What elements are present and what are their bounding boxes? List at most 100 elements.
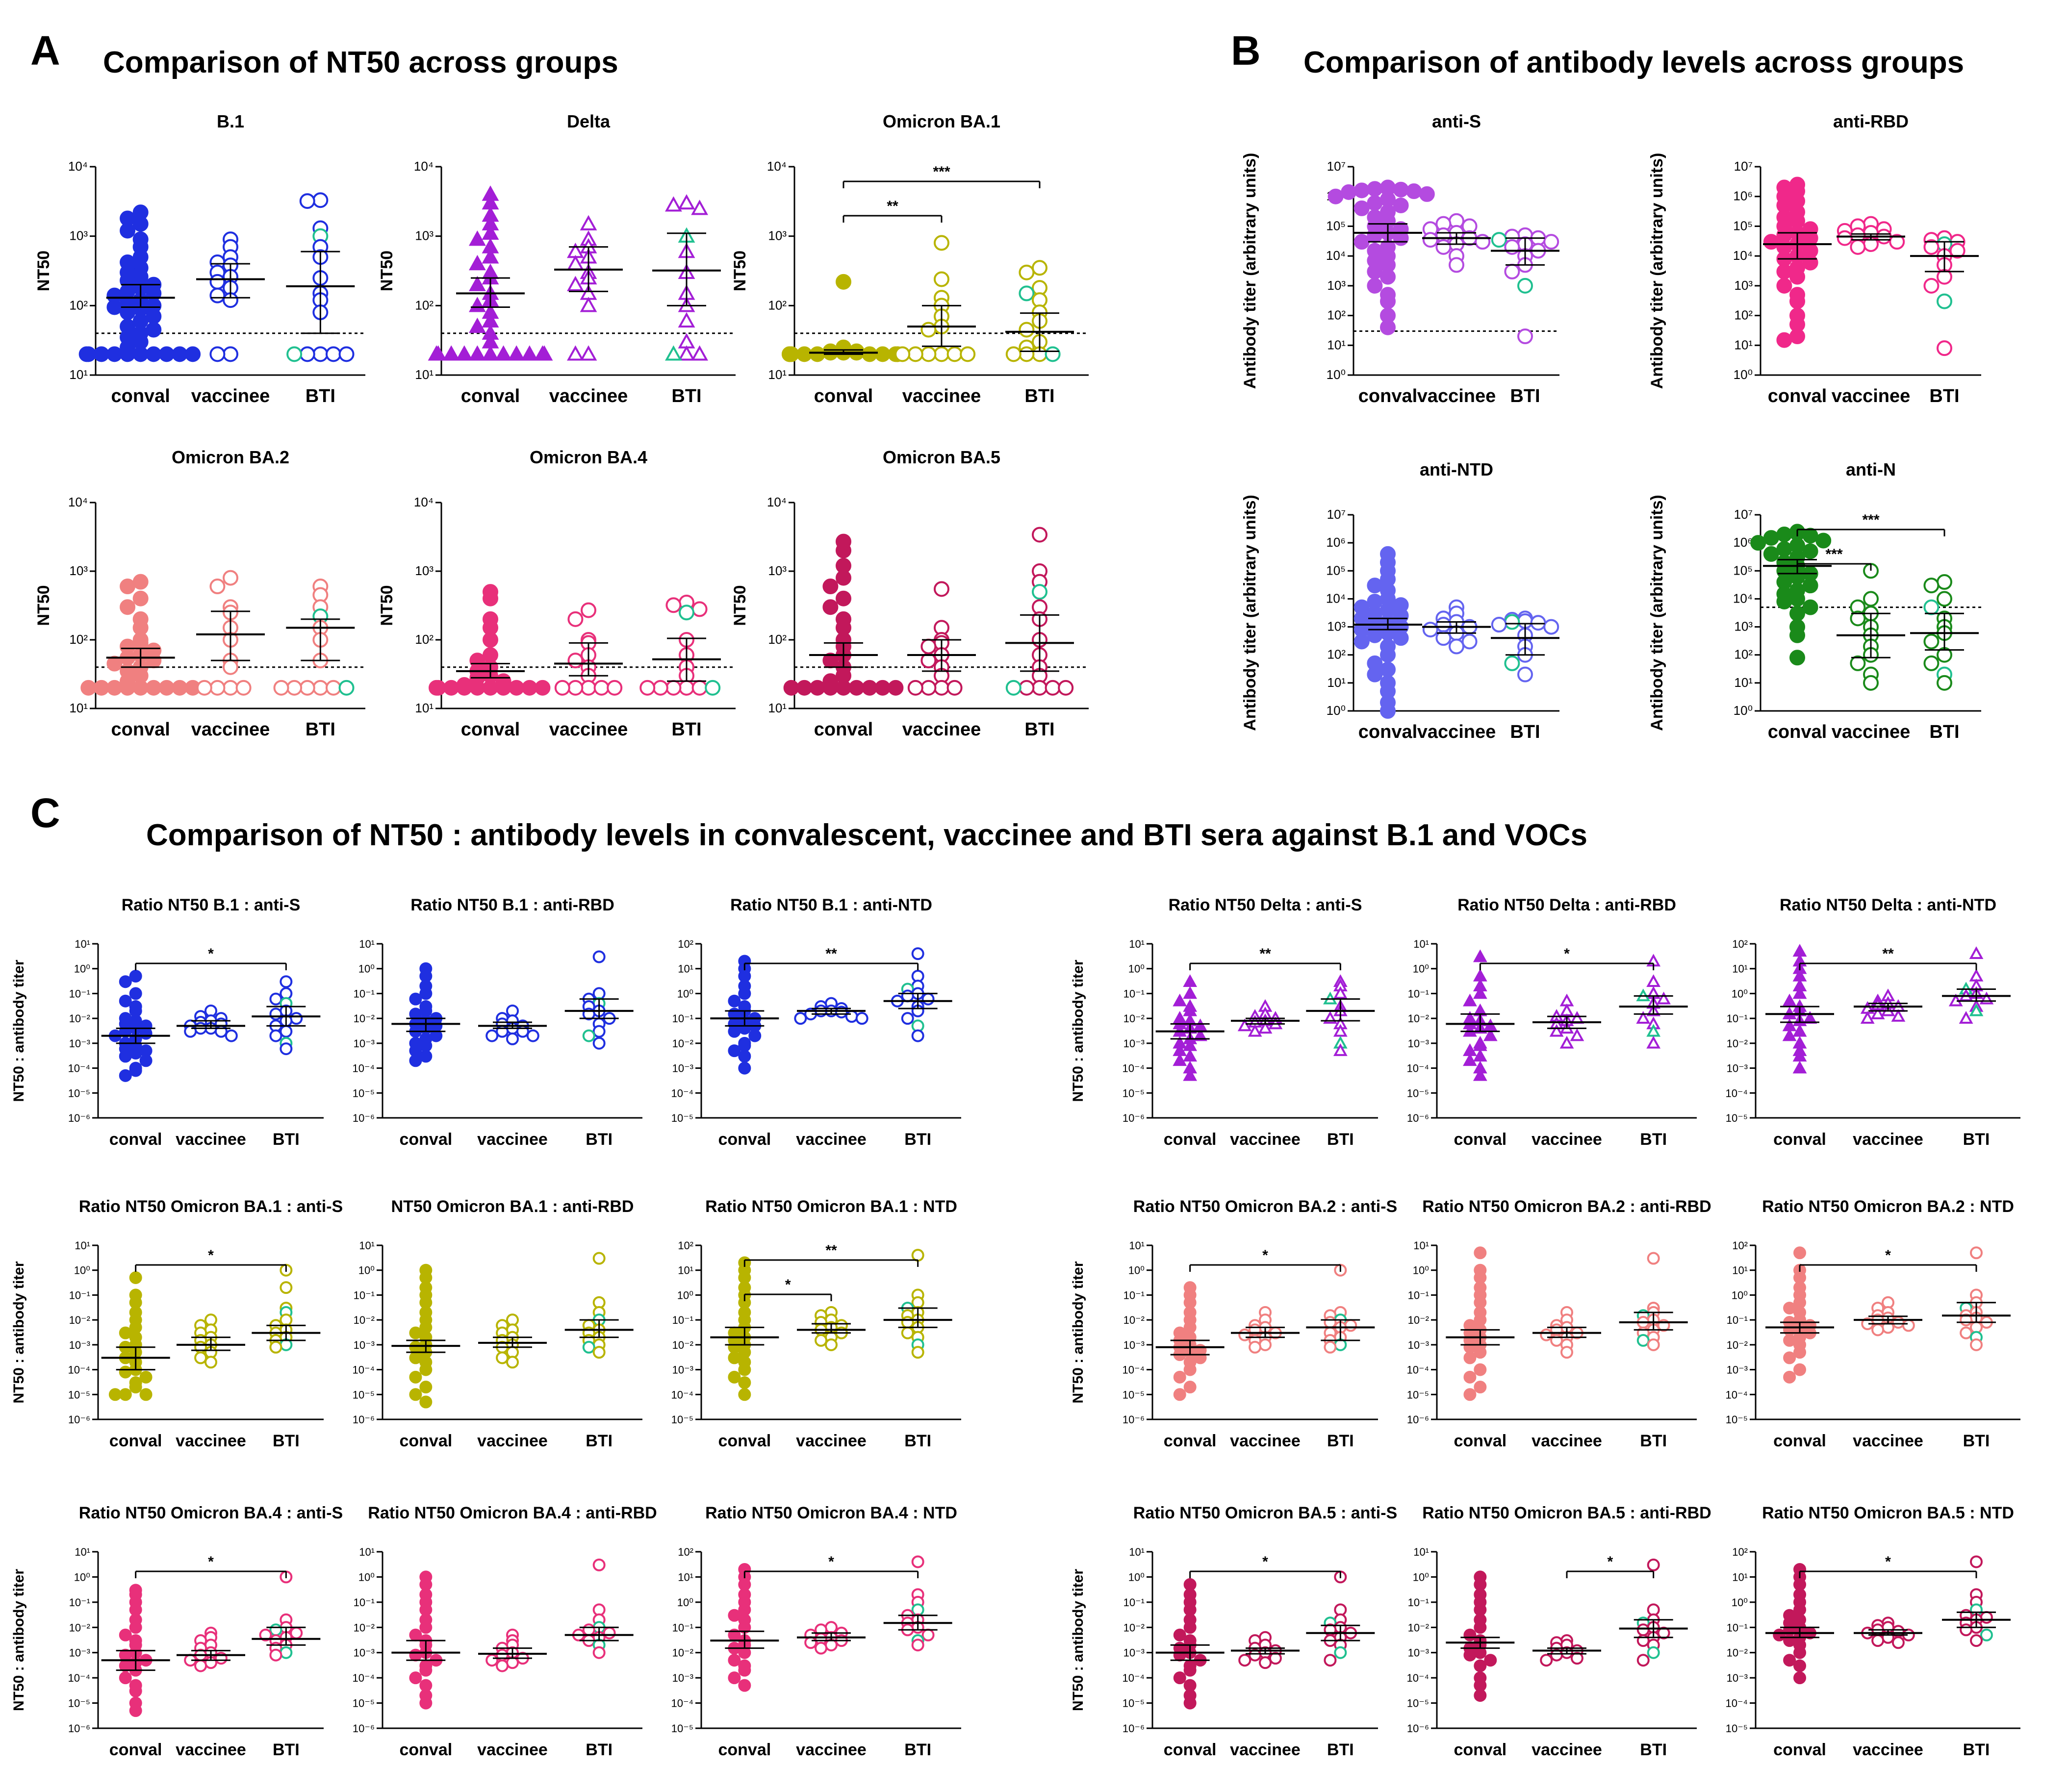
data-point	[1530, 615, 1546, 631]
data-point	[1334, 1646, 1347, 1659]
y-tick-label: 10²	[678, 938, 693, 950]
data-point	[1802, 254, 1818, 271]
x-tick-label: BTI	[1963, 1741, 1990, 1759]
x-tick-label: BTI	[1024, 386, 1054, 406]
y-tick-label: 10¹	[1734, 675, 1753, 690]
data-point	[1419, 186, 1435, 202]
x-tick-label: BTI	[1510, 722, 1540, 742]
data-point	[1380, 191, 1396, 207]
data-point	[1019, 264, 1035, 280]
y-tick-label: 10⁻²	[69, 1621, 90, 1634]
data-point	[1367, 278, 1383, 294]
data-point	[1782, 1028, 1797, 1041]
y-tick-label: 10¹	[75, 938, 90, 950]
y-tick-label: 10⁻⁴	[68, 1672, 90, 1684]
data-point	[1980, 1611, 1993, 1624]
data-point	[1560, 1346, 1573, 1359]
chart-11: Ratio NT50 B.1 : anti-S NT50 : antibody t…	[11, 896, 324, 1149]
y-tick-label: 10⁻⁵	[1123, 1697, 1145, 1710]
data-point	[794, 1012, 807, 1025]
significance-label: *	[828, 1554, 834, 1570]
data-point	[1937, 293, 1952, 309]
data-point	[911, 947, 924, 960]
y-tick-label: 10⁷	[1734, 159, 1753, 174]
data-point	[1902, 1319, 1915, 1332]
data-point	[1792, 1049, 1807, 1062]
data-point	[1183, 1049, 1198, 1062]
y-axis-label: NT50 : antibody titer	[1070, 1261, 1086, 1403]
data-point	[1750, 535, 1766, 551]
x-tick-label: conval	[1164, 1432, 1217, 1450]
data-point	[1850, 610, 1866, 627]
data-point	[946, 680, 963, 696]
y-tick-label: 10⁻⁵	[68, 1388, 90, 1401]
x-tick-label: conval	[814, 386, 873, 406]
data-point	[106, 346, 123, 362]
panel-letter-b: B	[1231, 27, 1261, 74]
data-point	[911, 1029, 924, 1042]
data-point	[119, 1050, 132, 1063]
y-tick-label: 10⁻¹	[69, 1289, 90, 1301]
data-point	[1324, 1654, 1337, 1667]
data-point	[691, 345, 708, 361]
data-point	[1238, 1654, 1251, 1667]
data-point	[1960, 1623, 1973, 1637]
chart-8: anti-RBD Antibody titer (arbitrary units)…	[1648, 111, 1981, 406]
chart-23: Ratio NT50 Omicron BA.4 : anti-S NT50 : a…	[11, 1504, 343, 1759]
data-point	[1393, 197, 1409, 213]
y-tick-label: 10¹	[359, 1546, 375, 1558]
data-point	[920, 638, 937, 655]
data-point	[1473, 986, 1487, 999]
y-tick-label: 10⁻⁴	[1406, 1364, 1429, 1376]
data-point	[920, 653, 937, 669]
data-point	[911, 1555, 924, 1568]
y-tick-label: 10⁻²	[1123, 1012, 1145, 1025]
x-tick-label: BTI	[1640, 1741, 1667, 1759]
y-tick-label: 10⁻³	[1408, 1339, 1429, 1351]
y-tick-label: 10⁻⁵	[1407, 1388, 1429, 1401]
x-tick-label: vaccinee	[796, 1432, 867, 1450]
data-point	[836, 274, 851, 290]
x-tick-label: BTI	[1024, 719, 1054, 740]
chart-title: Omicron BA.5	[883, 447, 1000, 467]
significance-label: *	[1262, 1247, 1268, 1263]
data-point	[1504, 239, 1520, 255]
y-tick-label: 10⁻⁶	[68, 1722, 90, 1735]
chart-title: Omicron BA.4	[530, 447, 647, 467]
y-tick-label: 10⁻²	[1727, 1647, 1748, 1659]
data-point	[469, 230, 486, 246]
y-tick-label: 10⁻¹	[1727, 1621, 1748, 1634]
data-point	[139, 1027, 153, 1040]
x-tick-label: BTI	[1963, 1432, 1990, 1450]
data-point	[1393, 181, 1409, 198]
data-point	[1793, 1246, 1806, 1260]
data-point	[120, 599, 136, 615]
data-point	[815, 1641, 828, 1655]
y-tick-label: 10¹	[415, 367, 434, 382]
y-tick-label: 10⁻²	[672, 1037, 693, 1050]
significance-label: *	[1607, 1554, 1613, 1570]
data-point	[483, 590, 498, 606]
data-point	[1970, 1555, 1983, 1568]
y-tick-label: 10⁰	[358, 963, 375, 975]
x-tick-label: vaccinee	[176, 1741, 246, 1759]
data-point	[796, 346, 813, 362]
data-point	[1793, 1659, 1806, 1672]
data-point	[1937, 340, 1952, 356]
panel-b-title: Comparison of antibody levels across gro…	[1303, 46, 1965, 79]
data-point	[679, 605, 694, 621]
data-point	[862, 680, 878, 696]
data-point	[1406, 183, 1422, 200]
y-axis-label: NT50	[378, 251, 396, 291]
y-tick-label: 10⁻⁴	[1406, 1062, 1429, 1075]
y-tick-label: 10¹	[359, 938, 375, 950]
y-tick-label: 10⁻¹	[1123, 987, 1145, 1000]
panel-letter-c: C	[30, 790, 60, 836]
chart-title: Ratio NT50 Omicron BA.2 : NTD	[1762, 1197, 2014, 1216]
data-point	[1183, 1621, 1197, 1634]
y-tick-label: 10⁰	[677, 1596, 693, 1609]
data-point	[1183, 1363, 1197, 1376]
data-point	[93, 680, 109, 696]
x-tick-label: BTI	[1929, 722, 1959, 742]
data-point	[119, 1671, 132, 1685]
